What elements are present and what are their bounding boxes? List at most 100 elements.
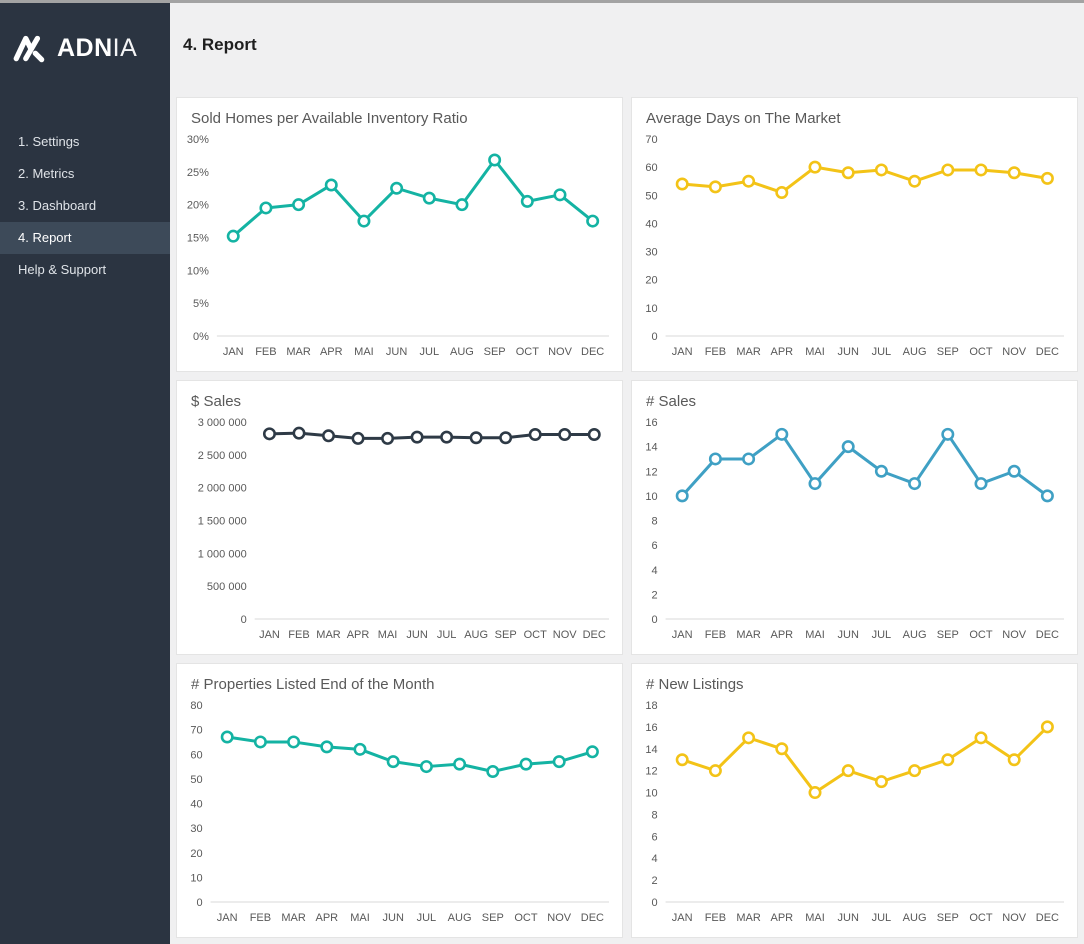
brand-name: ADNIA <box>57 34 137 63</box>
svg-text:NOV: NOV <box>553 629 578 641</box>
svg-text:15%: 15% <box>187 233 209 245</box>
svg-text:60: 60 <box>645 162 657 174</box>
svg-text:500 000: 500 000 <box>207 581 247 593</box>
chart-title: Average Days on The Market <box>646 110 841 127</box>
svg-text:MAR: MAR <box>286 346 311 358</box>
svg-text:12: 12 <box>645 466 657 478</box>
svg-text:MAI: MAI <box>805 346 825 358</box>
svg-text:0: 0 <box>651 614 657 626</box>
svg-text:50: 50 <box>190 774 202 786</box>
svg-text:APR: APR <box>770 346 793 358</box>
svg-text:12: 12 <box>645 766 657 778</box>
svg-text:4: 4 <box>651 565 657 577</box>
svg-text:NOV: NOV <box>548 346 573 358</box>
svg-text:MAR: MAR <box>736 346 761 358</box>
svg-text:APR: APR <box>770 912 793 924</box>
svg-text:JAN: JAN <box>672 629 693 641</box>
sidebar: ADNIA 1. Settings 2. Metrics 3. Dashboar… <box>0 3 170 944</box>
sidebar-item-metrics[interactable]: 2. Metrics <box>18 166 75 181</box>
svg-text:DEC: DEC <box>1036 629 1059 641</box>
svg-text:OCT: OCT <box>524 629 548 641</box>
svg-text:MAR: MAR <box>316 629 341 641</box>
svg-text:40: 40 <box>190 799 202 811</box>
svg-text:AUG: AUG <box>903 912 927 924</box>
svg-text:SEP: SEP <box>937 629 959 641</box>
svg-text:60: 60 <box>190 749 202 761</box>
svg-text:8: 8 <box>651 516 657 528</box>
svg-text:40: 40 <box>645 218 657 230</box>
svg-text:APR: APR <box>320 346 343 358</box>
sidebar-item-settings[interactable]: 1. Settings <box>18 134 80 149</box>
chart-card-dollar-sales: $ Sales 0 500 000 1 000 000 1 500 000 2 000 … <box>176 380 623 655</box>
svg-text:JUL: JUL <box>437 629 457 641</box>
chart-canvas-sold-homes-ratio: 0% 5% 10% 15% 20% 25% 30% JAN FEB MAR APR MAI JUN JUL… <box>177 127 622 363</box>
chart-title: Sold Homes per Available Inventory Ratio <box>191 110 468 127</box>
svg-text:3 000 000: 3 000 000 <box>198 417 247 429</box>
svg-text:MAI: MAI <box>350 912 370 924</box>
svg-text:AUG: AUG <box>903 629 927 641</box>
svg-text:25%: 25% <box>187 167 209 179</box>
svg-text:JUN: JUN <box>838 629 859 641</box>
chart-card-properties-listed: # Properties Listed End of the Month 0 10… <box>176 663 623 938</box>
svg-text:JUN: JUN <box>406 629 427 641</box>
svg-text:1 000 000: 1 000 000 <box>198 548 247 560</box>
chart-canvas-properties-listed: 0 10 20 30 40 50 60 70 80 JAN FEB MAR APR MAI JUN JUL AU… <box>177 693 622 929</box>
svg-text:SEP: SEP <box>937 912 959 924</box>
svg-text:0: 0 <box>241 614 247 626</box>
svg-text:DEC: DEC <box>1036 912 1059 924</box>
svg-text:JAN: JAN <box>259 629 280 641</box>
svg-text:DEC: DEC <box>1036 346 1059 358</box>
sidebar-item-report[interactable]: 4. Report <box>0 222 170 254</box>
svg-text:JUL: JUL <box>420 346 440 358</box>
svg-text:20%: 20% <box>187 200 209 212</box>
svg-text:SEP: SEP <box>495 629 517 641</box>
page-title: 4. Report <box>183 35 257 54</box>
svg-text:JUN: JUN <box>838 912 859 924</box>
svg-text:JUL: JUL <box>417 912 437 924</box>
sidebar-item-dashboard[interactable]: 3. Dashboard <box>18 198 97 213</box>
svg-text:OCT: OCT <box>514 912 538 924</box>
svg-text:NOV: NOV <box>1002 629 1026 641</box>
chart-card-num-sales: # Sales 0 2 4 6 8 10 12 14 16 JAN FEB MAR APR MAI JUN J… <box>631 380 1078 655</box>
svg-text:14: 14 <box>645 442 657 454</box>
chart-title: # Sales <box>646 393 697 410</box>
svg-text:MAR: MAR <box>736 912 761 924</box>
svg-text:MAI: MAI <box>378 629 398 641</box>
svg-text:NOV: NOV <box>547 912 572 924</box>
svg-text:MAI: MAI <box>805 912 825 924</box>
svg-text:6: 6 <box>651 831 657 843</box>
svg-text:AUG: AUG <box>448 912 472 924</box>
svg-text:16: 16 <box>645 417 657 429</box>
svg-text:FEB: FEB <box>705 346 726 358</box>
svg-text:14: 14 <box>645 744 657 756</box>
svg-text:JUN: JUN <box>383 912 404 924</box>
svg-text:FEB: FEB <box>255 346 276 358</box>
svg-text:SEP: SEP <box>937 346 959 358</box>
svg-text:APR: APR <box>770 629 793 641</box>
svg-text:6: 6 <box>651 540 657 552</box>
svg-text:JUL: JUL <box>872 629 892 641</box>
svg-text:FEB: FEB <box>705 629 726 641</box>
svg-text:50: 50 <box>645 190 657 202</box>
chart-canvas-dollar-sales: 0 500 000 1 000 000 1 500 000 2 000 000 2 500… <box>177 410 622 646</box>
svg-text:NOV: NOV <box>1002 346 1026 358</box>
window-top-strip <box>0 0 1084 3</box>
svg-text:OCT: OCT <box>969 912 993 924</box>
chart-title: # Properties Listed End of the Month <box>191 676 435 693</box>
svg-text:OCT: OCT <box>969 629 993 641</box>
svg-text:DEC: DEC <box>581 346 604 358</box>
sidebar-item-help-support[interactable]: Help & Support <box>18 262 107 277</box>
svg-text:10: 10 <box>190 872 202 884</box>
svg-text:20: 20 <box>645 275 657 287</box>
svg-text:10: 10 <box>645 491 657 503</box>
svg-text:JAN: JAN <box>672 346 693 358</box>
svg-text:18: 18 <box>645 700 657 712</box>
svg-text:SEP: SEP <box>482 912 504 924</box>
svg-text:0: 0 <box>651 331 657 343</box>
brand-name-bold: ADN <box>57 33 113 62</box>
chart-canvas-new-listings: 0 2 4 6 8 10 12 14 16 18 JAN FEB MAR APR MAI JUN JUL AUG S… <box>632 693 1077 929</box>
svg-text:30%: 30% <box>187 134 209 146</box>
svg-text:10: 10 <box>645 788 657 800</box>
chart-canvas-num-sales: 0 2 4 6 8 10 12 14 16 JAN FEB MAR APR MAI JUN JUL AUG SEP… <box>632 410 1077 646</box>
chart-canvas-avg-days-market: 0 10 20 30 40 50 60 70 JAN FEB MAR APR MAI JUN JUL AUG S… <box>632 127 1077 363</box>
